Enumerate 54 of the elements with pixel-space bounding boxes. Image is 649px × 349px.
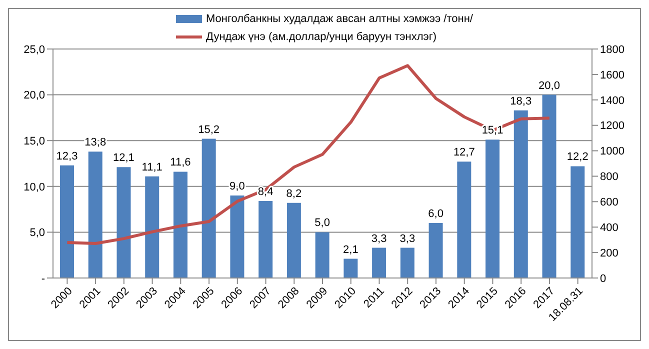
y2-tick-label: 800 xyxy=(600,171,618,184)
bar xyxy=(514,110,528,278)
y-tick-label: - xyxy=(41,272,46,285)
data-label: 12,7 xyxy=(453,146,475,159)
y-tick-label: 5,0 xyxy=(30,227,45,240)
y2-tick-label: 1000 xyxy=(600,146,624,158)
data-label: 11,6 xyxy=(170,156,191,169)
data-label: 11,1 xyxy=(142,161,162,174)
bar xyxy=(88,152,102,278)
data-label: 6,0 xyxy=(428,208,444,220)
y2-tick-label: 400 xyxy=(600,222,618,234)
bar xyxy=(173,172,188,278)
bar xyxy=(486,140,500,278)
data-label: 12,3 xyxy=(56,150,78,162)
data-label: 3,3 xyxy=(371,232,387,245)
y-tick-label: 10,0 xyxy=(24,181,45,194)
y2-tick-label: 600 xyxy=(600,196,618,209)
bar xyxy=(457,162,472,278)
y-tick-label: 20,0 xyxy=(24,90,45,102)
y2-tick-label: 1800 xyxy=(600,44,624,56)
legend-label: Монголбанкны худалдаж авсан алтны хэмжээ /тонн/ xyxy=(206,13,473,25)
bar xyxy=(258,201,273,278)
bar xyxy=(315,232,330,278)
bar xyxy=(116,167,131,278)
y-tick-label: 15,0 xyxy=(24,136,45,148)
data-label: 12,1 xyxy=(113,152,134,164)
bar xyxy=(286,202,301,278)
bar xyxy=(400,248,414,278)
data-label: 3,3 xyxy=(400,232,416,245)
y2-tick-label: 1400 xyxy=(600,94,624,107)
legend-label: Дундаж үнэ (ам.доллар/унци баруун тэнхлэг) xyxy=(206,31,437,43)
y2-tick-label: 200 xyxy=(600,247,618,260)
bar xyxy=(372,248,386,278)
y2-tick-label: 1600 xyxy=(600,69,624,82)
bar xyxy=(570,166,585,278)
data-label: 9,0 xyxy=(230,180,245,193)
data-label: 5,0 xyxy=(314,217,330,230)
bar xyxy=(145,176,160,278)
data-label: 13,8 xyxy=(84,136,106,149)
bar xyxy=(542,94,556,278)
y2-tick-label: 1200 xyxy=(600,120,624,132)
bar xyxy=(428,223,443,278)
data-label: 8,2 xyxy=(286,188,302,200)
bar xyxy=(202,138,216,278)
data-label: 20,0 xyxy=(538,80,560,92)
data-label: 18,3 xyxy=(510,95,532,108)
bar xyxy=(230,196,244,278)
y-tick-label: 25,0 xyxy=(24,44,45,56)
data-label: 2,1 xyxy=(343,244,358,256)
bar xyxy=(60,165,74,278)
data-label: 12,2 xyxy=(566,151,588,164)
y2-tick-label: 0 xyxy=(600,272,606,285)
data-label: 15,2 xyxy=(198,124,220,136)
bar xyxy=(344,258,358,278)
